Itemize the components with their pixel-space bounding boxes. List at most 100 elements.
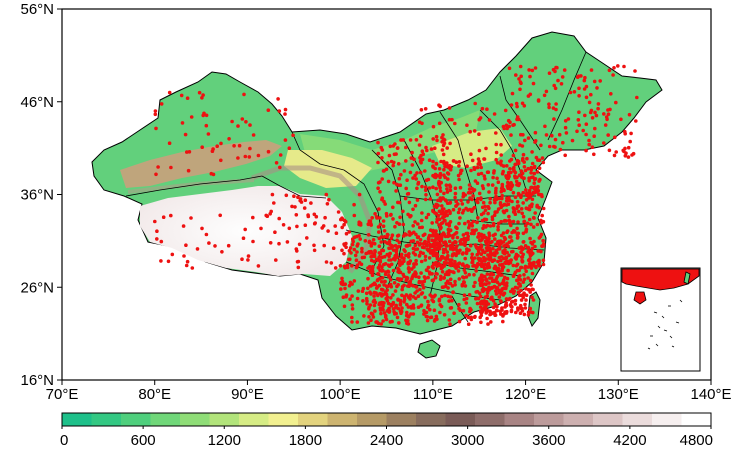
station-dot (243, 227, 247, 232)
station-dot (220, 250, 224, 254)
station-dot (384, 296, 389, 301)
station-dot (478, 294, 483, 299)
station-dot (507, 66, 512, 71)
station-dot (479, 320, 483, 325)
station-dot (226, 243, 231, 248)
station-dot (456, 262, 460, 266)
station-dot (465, 231, 470, 236)
station-dot (434, 260, 438, 265)
station-dot (359, 262, 364, 267)
station-dot (395, 234, 400, 238)
station-dot (476, 296, 481, 301)
station-dot (431, 124, 436, 129)
station-dot (448, 277, 453, 282)
station-dot (466, 208, 470, 212)
station-dot (395, 146, 400, 150)
station-dot (408, 294, 413, 298)
station-dot (523, 168, 528, 173)
station-dot (506, 268, 510, 273)
station-dot (441, 152, 446, 157)
station-dot (473, 101, 478, 106)
station-dot (414, 262, 419, 266)
station-dot (340, 248, 344, 253)
station-dot (274, 161, 279, 165)
station-dot (514, 101, 519, 106)
station-dot (433, 237, 438, 242)
station-dot (523, 306, 528, 310)
station-dot (294, 213, 299, 217)
station-dot (435, 203, 440, 207)
station-dot (445, 250, 450, 254)
station-dot (413, 270, 418, 274)
station-dot (524, 227, 529, 232)
station-dot (206, 132, 211, 136)
station-dot (386, 270, 391, 274)
station-dot (265, 214, 270, 218)
station-dot (524, 198, 529, 202)
station-dot (483, 295, 488, 300)
station-dot (535, 222, 540, 227)
station-dot (230, 119, 234, 124)
station-dot (522, 312, 527, 317)
station-dot (422, 245, 426, 250)
station-dot (445, 161, 449, 165)
station-dot (462, 293, 467, 298)
station-dot (481, 226, 485, 231)
station-dot (563, 119, 568, 123)
station-dot (587, 138, 591, 143)
station-dot (453, 259, 457, 264)
station-dot (562, 68, 567, 72)
station-dot (529, 222, 533, 227)
station-dot (497, 247, 502, 251)
colorbar-swatch (268, 413, 299, 426)
station-dot (405, 302, 409, 307)
station-dot (426, 240, 431, 244)
station-dot (471, 194, 475, 198)
station-dot (521, 252, 525, 257)
station-dot (499, 312, 503, 316)
station-dot (420, 149, 425, 153)
station-dot (487, 233, 492, 238)
station-dot (524, 192, 529, 197)
station-dot (350, 303, 355, 307)
station-dot (450, 298, 454, 303)
station-dot (454, 204, 458, 208)
station-dot (485, 257, 489, 261)
station-dot (457, 207, 462, 211)
station-dot (530, 295, 534, 300)
station-dot (393, 243, 398, 248)
y-axis: 56°N 46°N 36°N 26°N 16°N (20, 1, 62, 389)
station-dot (367, 305, 371, 310)
station-dot (513, 302, 518, 306)
station-dot (329, 261, 334, 265)
station-dot (602, 112, 606, 116)
station-dot (339, 287, 343, 291)
station-dot (460, 252, 465, 256)
station-dot (441, 250, 446, 255)
station-dot (322, 243, 327, 248)
station-dot (360, 249, 364, 254)
station-dot (170, 252, 175, 257)
station-dot (499, 258, 503, 263)
station-dot (439, 256, 443, 261)
station-dot (488, 276, 492, 280)
station-dot (457, 277, 462, 281)
station-dot (522, 277, 527, 282)
station-dot (518, 64, 523, 69)
station-dot (448, 244, 453, 248)
station-dot (417, 253, 422, 258)
station-dot (464, 301, 469, 305)
station-dot (468, 306, 472, 311)
station-dot (246, 254, 251, 258)
station-dot (462, 268, 467, 272)
station-dot (422, 312, 426, 316)
station-dot (401, 222, 406, 227)
station-dot (470, 224, 475, 228)
station-dot (219, 141, 223, 146)
station-dot (459, 168, 464, 173)
station-dot (525, 221, 530, 226)
colorbar-swatch (534, 413, 564, 426)
station-dot (444, 183, 449, 187)
station-dot (488, 272, 493, 277)
station-dot (433, 245, 437, 250)
